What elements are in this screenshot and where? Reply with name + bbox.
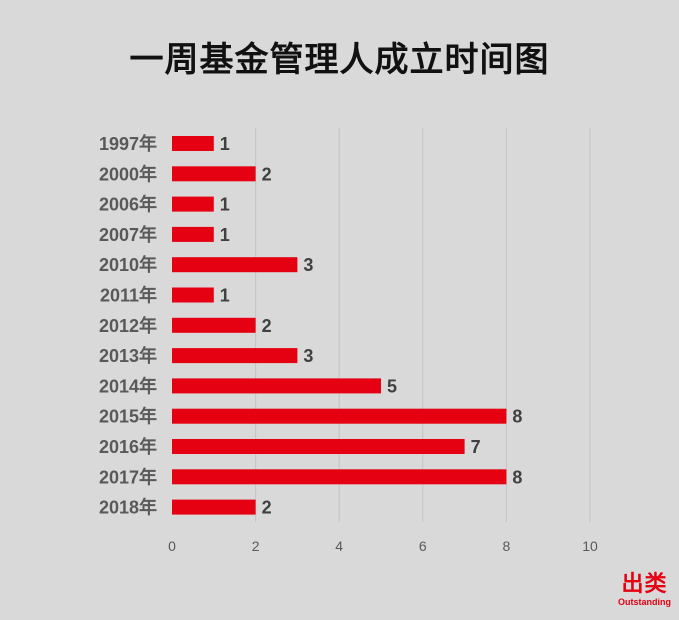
category-label: 1997年 (99, 133, 157, 154)
data-label: 2 (262, 164, 272, 184)
x-tick-label: 0 (168, 538, 176, 554)
bar (172, 378, 381, 394)
x-tick-label: 6 (419, 538, 427, 554)
category-label: 2015年 (99, 406, 157, 427)
x-tick-label: 10 (582, 538, 598, 554)
bar (172, 317, 256, 333)
data-label: 1 (220, 286, 230, 306)
brand-logo-en: Outstanding (618, 597, 671, 607)
brand-logo-cn: 出类 (621, 572, 668, 597)
data-label: 1 (220, 225, 230, 245)
chart-title: 一周基金管理人成立时间图 (129, 40, 550, 80)
category-label: 2018年 (99, 497, 157, 518)
bar (172, 136, 214, 151)
grid-layer (255, 128, 591, 522)
data-label: 1 (220, 195, 230, 215)
category-label: 2006年 (99, 194, 157, 215)
data-label: 3 (303, 255, 313, 275)
bar (172, 469, 507, 485)
category-label: 2000年 (99, 163, 157, 184)
data-label: 2 (262, 498, 272, 518)
category-label: 2017年 (99, 466, 157, 487)
bar (172, 226, 214, 242)
category-label: 2016年 (99, 436, 157, 457)
x-tick-label: 8 (503, 538, 511, 554)
data-label: 5 (387, 376, 397, 396)
bar-layer (172, 136, 507, 515)
data-label: 2 (262, 316, 272, 336)
bar (172, 408, 507, 424)
data-label: 3 (303, 346, 313, 366)
label-layer: 0 2 4 6 8 10 1997年 1 2000年 2 2006年 1 2007年 1 2010年 3 201… (99, 133, 598, 554)
bar (172, 166, 256, 182)
bar (172, 257, 298, 273)
x-tick-label: 2 (252, 538, 260, 554)
data-label: 8 (512, 467, 522, 487)
bar (172, 287, 214, 303)
bar (172, 499, 256, 515)
data-label: 8 (512, 407, 522, 427)
category-label: 2013年 (99, 345, 157, 366)
category-label: 2014年 (99, 375, 157, 396)
category-label: 2007年 (99, 224, 157, 245)
x-tick-label: 4 (335, 538, 343, 554)
category-label: 2010年 (99, 254, 157, 275)
bar (172, 439, 465, 454)
category-label: 2011年 (100, 285, 157, 306)
data-label: 7 (471, 437, 481, 457)
bar (172, 348, 298, 364)
data-label: 1 (220, 134, 230, 154)
brand-logo: 出类 Outstanding (618, 573, 671, 608)
bar (172, 196, 214, 212)
category-label: 2012年 (99, 315, 157, 336)
